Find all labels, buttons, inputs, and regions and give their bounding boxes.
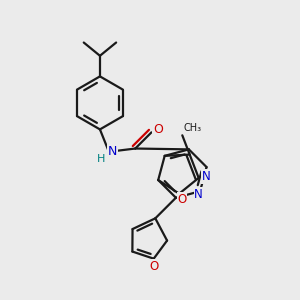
Text: N: N bbox=[202, 170, 210, 183]
Text: N: N bbox=[194, 188, 203, 201]
Text: CH₃: CH₃ bbox=[184, 123, 202, 133]
Text: O: O bbox=[149, 260, 158, 272]
Text: O: O bbox=[153, 123, 163, 136]
Text: O: O bbox=[178, 193, 187, 206]
Text: N: N bbox=[108, 145, 117, 158]
Text: H: H bbox=[97, 154, 106, 164]
